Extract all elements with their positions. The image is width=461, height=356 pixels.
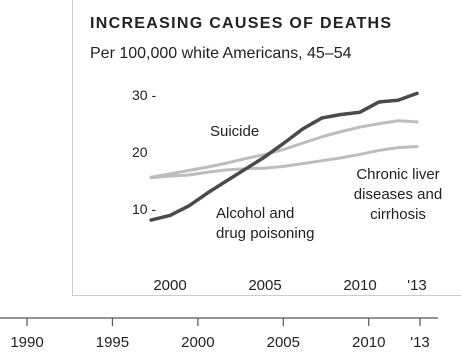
timeline-tick-label: 1995 [96,334,129,351]
x-axis: 2000 2005 2010 '13 [153,277,426,294]
y-tick-label: 30 - [132,87,156,103]
y-tick-label: 10 - [132,201,156,217]
timeline-tick-label: 1990 [10,334,43,351]
series-lines [149,91,419,222]
series-label: diseases and [354,186,442,203]
chart-subtitle: Per 100,000 white Americans, 45–54 [90,45,352,62]
y-axis: 30 - 20 10 - [132,87,156,217]
x-tick-label: 2010 [343,277,376,294]
x-tick-label: 2005 [248,277,281,294]
timeline-tick-label: 2010 [352,334,385,351]
timeline-tick-label: '13 [410,334,430,351]
series-label: cirrhosis [370,206,426,223]
chart-title: INCREASING CAUSES OF DEATHS [90,15,392,32]
x-tick-label: '13 [407,277,427,294]
x-tick-label: 2000 [153,277,186,294]
series-label: drug poisoning [216,225,314,242]
y-tick-label: 20 [132,144,148,160]
series-labels: Suicide Alcohol and drug poisoning Chronic … [210,123,442,242]
series-label: Alcohol and [216,205,294,222]
timeline-tick-label: 2000 [181,334,214,351]
timeline-axis: 1990 1995 2000 2005 2010 '13 [0,317,438,351]
series-line-liver [149,144,419,180]
series-label: Suicide [210,123,259,140]
series-line-suicide [149,119,419,179]
series-label: Chronic liver [356,166,439,183]
timeline-tick-label: 2005 [267,334,300,351]
series-line-alcohol-drug [149,91,419,222]
